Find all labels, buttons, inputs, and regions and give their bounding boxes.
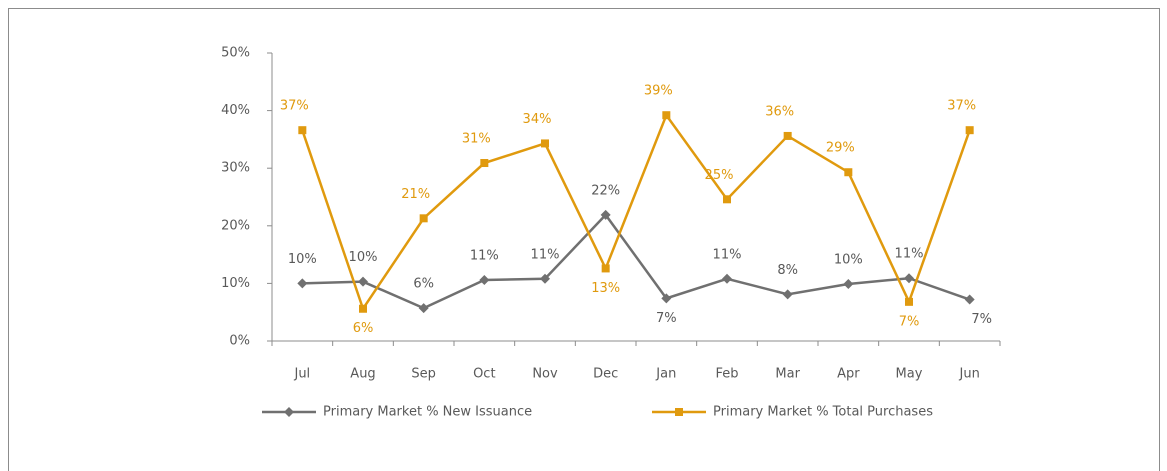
data-label: 10% (834, 252, 863, 267)
data-label: 37% (947, 99, 976, 114)
point (675, 408, 683, 416)
x-tick-label: Oct (473, 367, 495, 382)
point (904, 273, 914, 284)
data-label: 11% (713, 247, 742, 262)
point (541, 139, 549, 148)
point (662, 111, 671, 120)
data-label: 6% (353, 321, 374, 336)
point (358, 276, 368, 287)
data-label: 13% (591, 281, 620, 296)
point (297, 278, 308, 289)
x-tick-label: Mar (775, 367, 800, 382)
data-label: 22% (591, 183, 620, 198)
x-tick-label: Sep (411, 367, 436, 382)
data-label: 11% (470, 248, 499, 263)
data-label: 21% (401, 187, 430, 202)
point (843, 278, 854, 289)
x-tick-label: Aug (350, 367, 375, 382)
point (419, 214, 428, 223)
data-label: 29% (826, 141, 855, 156)
point (964, 294, 975, 305)
y-tick-label: 30% (221, 161, 250, 176)
data-label: 10% (288, 252, 317, 267)
data-label: 31% (462, 132, 491, 147)
y-tick-label: 0% (229, 334, 250, 349)
point (600, 209, 611, 220)
x-tick-label: Jul (293, 367, 310, 382)
frame (8, 8, 1160, 471)
point (601, 264, 610, 273)
x-tick-label: Dec (593, 367, 618, 382)
y-tick-label: 10% (221, 276, 250, 291)
data-label: 7% (899, 314, 920, 329)
point (905, 297, 913, 306)
point (540, 273, 550, 284)
point (965, 126, 974, 135)
point (418, 303, 429, 314)
point (284, 407, 294, 417)
data-label: 36% (765, 104, 794, 119)
data-label: 7% (656, 311, 677, 326)
point (723, 195, 731, 204)
point (722, 273, 732, 284)
data-label: 11% (895, 247, 924, 262)
x-tick-label: Feb (715, 367, 738, 382)
data-label: 11% (531, 247, 560, 262)
point (480, 159, 489, 168)
point (359, 304, 367, 313)
legend-label: Primary Market % Total Purchases (713, 405, 933, 420)
y-tick-label: 20% (221, 218, 250, 233)
x-tick-label: Jun (959, 367, 980, 382)
data-label: 6% (413, 277, 434, 292)
point (298, 126, 307, 135)
legend-label: Primary Market % New Issuance (323, 405, 532, 420)
data-label: 37% (280, 99, 309, 114)
point (844, 168, 853, 177)
data-label: 25% (705, 168, 734, 183)
data-label: 39% (644, 84, 673, 99)
x-tick-label: Nov (532, 367, 558, 382)
y-tick-label: 40% (221, 103, 250, 118)
point (661, 293, 672, 304)
x-tick-label: Jan (655, 367, 676, 382)
data-label: 34% (523, 112, 552, 127)
x-tick-label: May (896, 367, 923, 382)
x-tick-label: Apr (837, 367, 860, 382)
data-label: 8% (777, 263, 798, 278)
point (782, 289, 793, 300)
series-line (301, 112, 971, 312)
point (783, 131, 792, 140)
series-line (302, 212, 971, 310)
data-label: 7% (971, 312, 992, 327)
point (479, 274, 490, 285)
y-tick-label: 50% (221, 46, 250, 61)
data-label: 10% (349, 250, 378, 265)
